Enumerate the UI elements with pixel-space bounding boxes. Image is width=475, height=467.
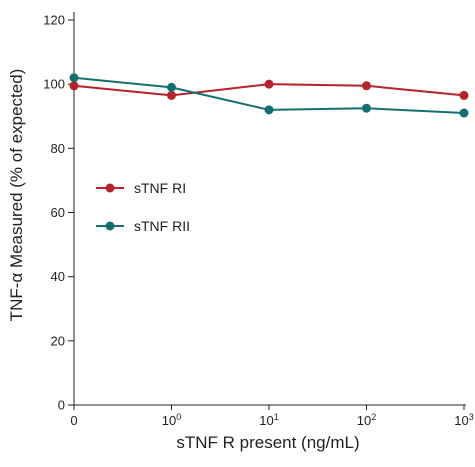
legend: sTNF RI sTNF RII <box>96 180 190 234</box>
y-axis-title: TNF-α Measured (% of expected) <box>7 69 26 322</box>
data-point <box>167 82 176 92</box>
axes <box>68 12 466 410</box>
y-tick-label: 60 <box>51 205 65 220</box>
data-point <box>69 81 79 91</box>
data-point <box>362 81 371 91</box>
y-tick-label: 100 <box>43 77 65 92</box>
data-point <box>69 73 79 83</box>
x-tick-label: 102 <box>357 412 376 428</box>
legend-label: sTNF RII <box>134 218 190 234</box>
x-tick-label: 0 <box>70 413 77 428</box>
data-point <box>459 108 469 118</box>
data-point <box>459 90 469 100</box>
legend-label: sTNF RI <box>134 180 186 196</box>
x-tick-label: 100 <box>162 412 181 428</box>
y-tick-label: 120 <box>43 13 65 28</box>
x-tick-label: 101 <box>259 412 278 428</box>
x-tick-label: 103 <box>454 412 473 428</box>
y-tick-label: 0 <box>58 398 65 413</box>
y-tick-label: 40 <box>51 269 65 284</box>
y-tick-label: 20 <box>51 333 65 348</box>
tick-labels: 0 20 40 60 80 100 120 0 100 101 102 103 <box>43 13 473 429</box>
data-point <box>362 103 371 113</box>
y-tick-label: 80 <box>51 141 65 156</box>
legend-swatch-marker <box>105 183 115 193</box>
series-lines <box>69 73 469 118</box>
legend-swatch-marker <box>105 221 115 231</box>
data-point <box>264 79 274 89</box>
x-axis-title: sTNF R present (ng/mL) <box>176 433 359 452</box>
data-point <box>264 105 274 115</box>
data-point <box>167 90 176 100</box>
